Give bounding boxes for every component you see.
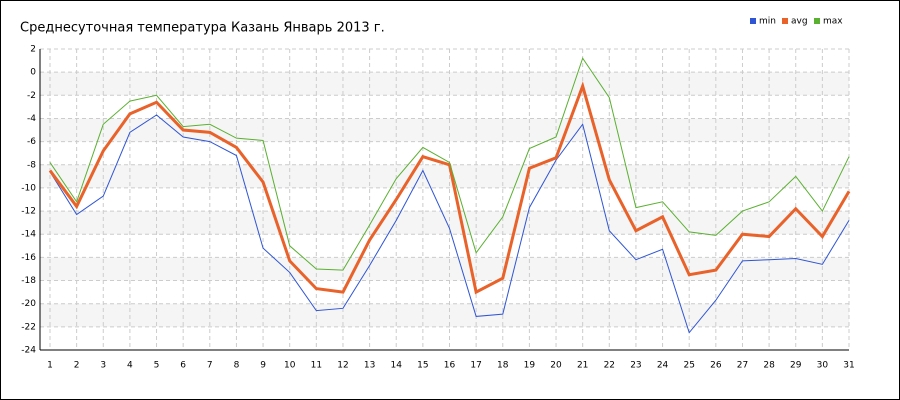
y-tick-label: -16 bbox=[21, 253, 36, 263]
x-tick-label: 26 bbox=[710, 361, 722, 371]
y-tick-label: 2 bbox=[30, 45, 36, 55]
y-tick-label: -10 bbox=[21, 183, 36, 193]
series-line bbox=[48, 81, 851, 295]
x-tick-label: 13 bbox=[364, 361, 375, 371]
series-line bbox=[49, 57, 850, 271]
y-tick-label: 0 bbox=[30, 68, 36, 78]
band bbox=[40, 303, 849, 327]
y-tick-label: -24 bbox=[21, 346, 36, 356]
x-tick-label: 9 bbox=[260, 361, 266, 371]
y-tick-label: -4 bbox=[27, 114, 36, 124]
series-line bbox=[49, 114, 850, 334]
x-tick-label: 24 bbox=[657, 361, 669, 371]
x-tick-label: 10 bbox=[284, 361, 296, 371]
x-tick-label: 20 bbox=[550, 361, 562, 371]
x-tick-label: 14 bbox=[391, 361, 403, 371]
x-tick-label: 22 bbox=[604, 361, 615, 371]
legend-label: avg bbox=[791, 17, 808, 27]
x-tick-label: 28 bbox=[763, 361, 775, 371]
x-tick-label: 23 bbox=[630, 361, 641, 371]
legend-swatch bbox=[814, 18, 820, 24]
y-tick-label: -20 bbox=[21, 299, 36, 309]
x-tick-label: 27 bbox=[737, 361, 748, 371]
x-tick-label: 5 bbox=[154, 361, 160, 371]
band bbox=[40, 257, 849, 281]
legend-swatch bbox=[782, 18, 788, 24]
x-tick-label: 18 bbox=[497, 361, 509, 371]
x-tick-label: 4 bbox=[127, 361, 133, 371]
x-tick-label: 25 bbox=[683, 361, 694, 371]
x-tick-label: 19 bbox=[524, 361, 536, 371]
y-tick-label: -2 bbox=[27, 91, 36, 101]
band bbox=[40, 72, 849, 96]
band bbox=[40, 164, 849, 188]
x-tick-label: 16 bbox=[444, 361, 456, 371]
band bbox=[40, 118, 849, 142]
x-tick-label: 31 bbox=[843, 361, 854, 371]
x-tick-label: 30 bbox=[817, 361, 829, 371]
x-tick-label: 12 bbox=[337, 361, 348, 371]
legend-swatch bbox=[750, 18, 756, 24]
y-tick-label: -12 bbox=[21, 207, 36, 217]
legend-label: max bbox=[823, 17, 843, 27]
chart-title: Среднесуточная температура Казань Январь… bbox=[20, 21, 385, 36]
y-tick-label: -14 bbox=[21, 230, 36, 240]
x-tick-label: 17 bbox=[470, 361, 481, 371]
x-tick-label: 21 bbox=[577, 361, 588, 371]
y-tick-label: -18 bbox=[21, 276, 36, 286]
x-tick-label: 15 bbox=[417, 361, 428, 371]
y-tick-label: -6 bbox=[27, 137, 36, 147]
y-tick-label: -22 bbox=[21, 322, 36, 332]
x-tick-label: 1 bbox=[47, 361, 53, 371]
x-tick-label: 7 bbox=[207, 361, 213, 371]
x-tick-label: 11 bbox=[311, 361, 322, 371]
band bbox=[40, 211, 849, 235]
legend-label: min bbox=[759, 17, 776, 27]
x-tick-label: 29 bbox=[790, 361, 802, 371]
x-tick-label: 2 bbox=[74, 361, 80, 371]
x-tick-label: 8 bbox=[234, 361, 240, 371]
x-tick-label: 3 bbox=[100, 361, 106, 371]
y-tick-label: -8 bbox=[27, 160, 36, 170]
x-tick-label: 6 bbox=[180, 361, 186, 371]
